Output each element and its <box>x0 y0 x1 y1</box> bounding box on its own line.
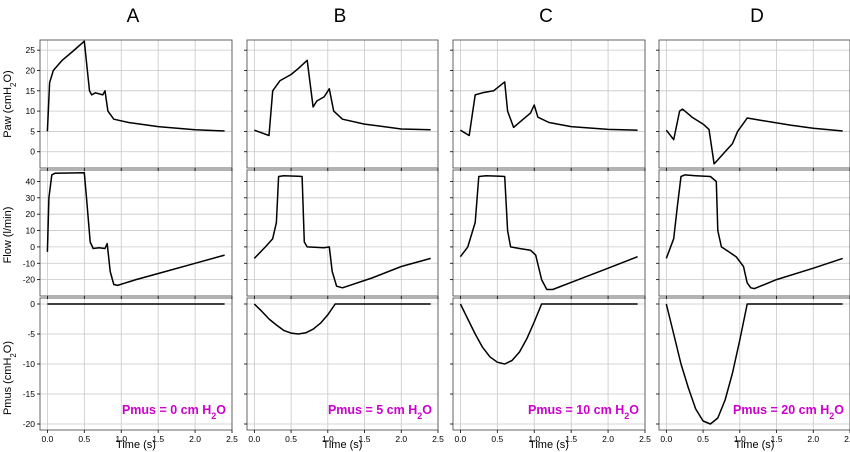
flow-line-d <box>665 174 843 290</box>
x-tick-label: 1.5 <box>359 434 371 444</box>
series-layer <box>46 40 843 425</box>
x-tick-label: 0.5 <box>491 434 503 444</box>
y-tick-label: 0 <box>30 147 35 157</box>
x-tick-label: 0.5 <box>78 434 90 444</box>
y-tick-label: 40 <box>26 176 36 186</box>
y-tick-label: 25 <box>26 45 36 55</box>
x-tick-label: 2.5 <box>639 434 651 444</box>
x-tick-label: 0.5 <box>697 434 709 444</box>
subplot-frame-paw-b <box>246 39 439 169</box>
x-axis-label: Time (s) <box>529 439 569 451</box>
pmus-line-b <box>253 303 431 335</box>
frame-layer <box>39 39 850 431</box>
row-label-flow: Flow (l/min) <box>2 207 14 264</box>
column-title-b: B <box>334 6 347 27</box>
x-tick-label: 2.5 <box>432 434 444 444</box>
y-tick-label: 10 <box>26 226 36 236</box>
paw-line-d <box>665 108 843 165</box>
flow-line-c <box>459 174 638 291</box>
y-tick-label: 5 <box>30 126 35 136</box>
y-tick-label: -20 <box>23 419 36 429</box>
x-tick-label: 0.0 <box>660 434 672 444</box>
x-tick-label: 1.0 <box>528 434 540 444</box>
x-axis-label: Time (s) <box>735 439 775 451</box>
x-tick-label: 2.0 <box>602 434 614 444</box>
subplot-frame-flow-c <box>452 169 646 297</box>
pmus-annotation-a: Pmus = 0 cm H2O <box>122 403 226 421</box>
x-tick-label: 0.0 <box>41 434 53 444</box>
y-tick-label: -5 <box>27 329 35 339</box>
x-tick-label: 2.0 <box>807 434 819 444</box>
y-tick-label: 10 <box>26 106 36 116</box>
x-axis-label: Time (s) <box>116 439 156 451</box>
y-tick-label: -15 <box>23 389 36 399</box>
text-layer: A B C D Paw (cmH2O) Flow (l/min) Pmus (cmH2O) 0… <box>2 6 850 451</box>
subplot-frame-flow-d <box>658 169 850 297</box>
column-title-c: C <box>539 6 553 27</box>
paw-line-c <box>460 81 638 137</box>
row-label-paw: Paw (cmH2O) <box>2 70 18 137</box>
y-tick-label: -10 <box>23 359 36 369</box>
flow-line-b <box>253 174 431 289</box>
subplot-frame-flow-a <box>39 169 233 297</box>
y-tick-label: 0 <box>30 242 35 252</box>
x-tick-label: 1.0 <box>115 434 127 444</box>
column-title-a: A <box>127 6 140 27</box>
x-tick-label: 0.0 <box>248 434 260 444</box>
x-tick-label: 2.5 <box>844 434 850 444</box>
y-tick-label: 20 <box>26 209 36 219</box>
pmus-annotation-d: Pmus = 20 cm H2O <box>733 403 844 421</box>
x-tick-label: 1.5 <box>152 434 164 444</box>
pmus-annotation-c: Pmus = 10 cm H2O <box>528 403 639 421</box>
pmus-annotation-b: Pmus = 5 cm H2O <box>328 403 432 421</box>
x-tick-label: 1.0 <box>734 434 746 444</box>
pmus-line-c <box>459 303 638 365</box>
x-tick-label: 1.0 <box>322 434 334 444</box>
y-tick-label: 20 <box>26 65 36 75</box>
subplot-frame-paw-c <box>452 39 646 169</box>
x-axis-label: Time (s) <box>323 439 363 451</box>
y-tick-label: -10 <box>23 258 36 268</box>
grid-layer <box>40 40 850 430</box>
paw-line-a <box>46 40 225 132</box>
x-tick-label: 2.0 <box>189 434 201 444</box>
subplot-frame-paw-a <box>39 39 233 169</box>
y-tick-label: 30 <box>26 193 36 203</box>
pmus-line-d <box>665 303 843 425</box>
y-tick-label: -20 <box>23 275 36 285</box>
row-label-pmus: Pmus (cmH2O) <box>2 341 18 415</box>
x-tick-label: 1.5 <box>565 434 577 444</box>
x-tick-label: 2.0 <box>395 434 407 444</box>
column-title-d: D <box>750 6 764 27</box>
subplot-frame-flow-b <box>246 169 439 297</box>
flow-line-a <box>46 172 225 287</box>
y-tick-label: 15 <box>26 86 36 96</box>
x-tick-label: 0.5 <box>285 434 297 444</box>
tick-layer <box>37 49 850 433</box>
subplot-frame-paw-d <box>658 39 850 169</box>
x-tick-label: 1.5 <box>771 434 783 444</box>
x-tick-label: 2.5 <box>226 434 238 444</box>
paw-line-b <box>254 59 431 137</box>
y-tick-label: 0 <box>30 299 35 309</box>
x-tick-label: 0.0 <box>454 434 466 444</box>
